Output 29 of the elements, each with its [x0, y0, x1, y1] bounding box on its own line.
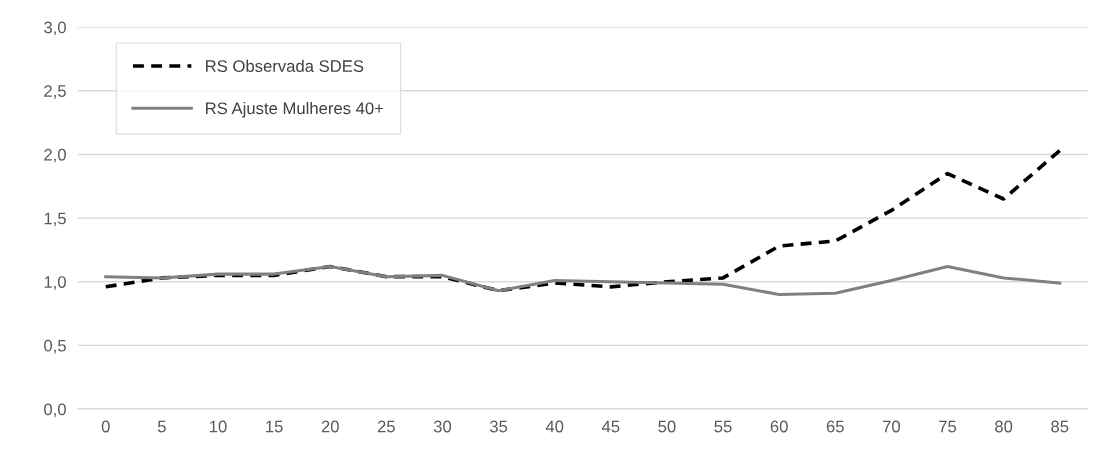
- x-tick-label: 75: [939, 420, 957, 433]
- y-tick-label: 1,0: [44, 276, 66, 290]
- y-tick-label: 0,5: [44, 339, 66, 354]
- x-tick-label: 25: [377, 420, 395, 433]
- x-tick-label: 0: [101, 420, 110, 433]
- x-tick-label: 55: [714, 420, 732, 433]
- x-tick-label: 45: [601, 420, 620, 433]
- x-tick-label: 50: [658, 420, 676, 433]
- x-tick-label: 35: [489, 420, 508, 433]
- x-tick-label: 5: [157, 420, 166, 433]
- x-tick-label: 15: [266, 420, 283, 433]
- legend-label: RS Ajuste Mulheres 40+: [206, 101, 384, 118]
- x-tick-label: 70: [882, 420, 901, 433]
- y-tick-label: 1,5: [44, 212, 66, 227]
- x-tick-label: 80: [995, 420, 1013, 433]
- x-tick-label: 85: [1051, 420, 1069, 433]
- line-series: [103, 148, 1062, 293]
- legend-label: RS Observada SDES: [206, 59, 364, 72]
- x-tick-label: 10: [209, 420, 227, 433]
- y-tick-label: 3,0: [44, 21, 66, 36]
- x-tick-label: 40: [545, 420, 564, 433]
- x-tick-label: 20: [321, 420, 339, 433]
- x-tick-label: 30: [433, 420, 452, 433]
- y-tick-label: 0,0: [44, 403, 66, 418]
- y-tick-label: 2,0: [44, 148, 66, 163]
- line-series: [104, 264, 1062, 297]
- x-tick-label: 65: [826, 420, 844, 433]
- y-tick-label: 2,5: [44, 85, 66, 99]
- x-tick-label: 60: [770, 420, 788, 433]
